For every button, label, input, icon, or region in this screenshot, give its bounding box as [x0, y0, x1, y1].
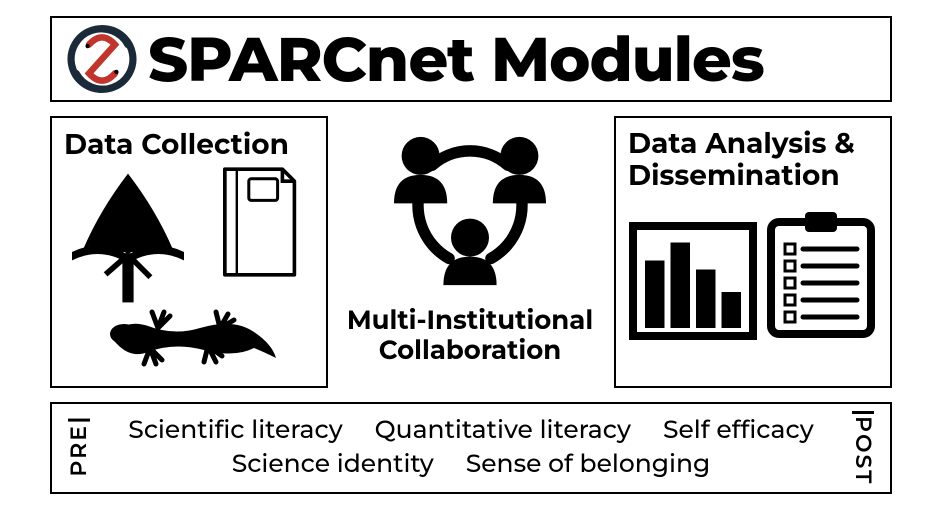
panel-left-art [64, 162, 314, 372]
pre-label: PRE [68, 419, 90, 477]
outcomes-list: Scientific literacy Quantitative literacy… [104, 414, 838, 482]
outcome-item: Science identity [232, 448, 434, 482]
page-title: SPARCnet Modules [148, 21, 764, 97]
clipboard-icon [765, 210, 877, 340]
panel-collaboration: Multi-Institutional Collaboration [344, 116, 596, 388]
sparcnet-logo [66, 23, 138, 95]
panel-center-label: Multi-Institutional Collaboration [347, 306, 593, 366]
panel-left-title: Data Collection [64, 128, 314, 162]
panel-data-collection: Data Collection [50, 116, 328, 388]
tree-icon [58, 168, 198, 308]
bar-chart-icon [629, 222, 757, 340]
outcome-item: Quantitative literacy [375, 414, 631, 448]
outcome-item: Self efficacy [663, 414, 814, 448]
footer-outcomes: PRE Scientific literacy Quantitative lite… [50, 402, 892, 494]
outcome-item: Sense of belonging [466, 448, 711, 482]
header-box: SPARCnet Modules [50, 16, 892, 102]
panel-right-title: Data Analysis & Dissemination [628, 128, 878, 192]
outcome-item: Scientific literacy [128, 414, 342, 448]
collaboration-icon [360, 116, 580, 306]
binder-icon [206, 162, 306, 282]
salamander-icon [104, 298, 284, 378]
panel-data-analysis: Data Analysis & Dissemination [614, 116, 892, 388]
post-label: POST [852, 411, 874, 485]
